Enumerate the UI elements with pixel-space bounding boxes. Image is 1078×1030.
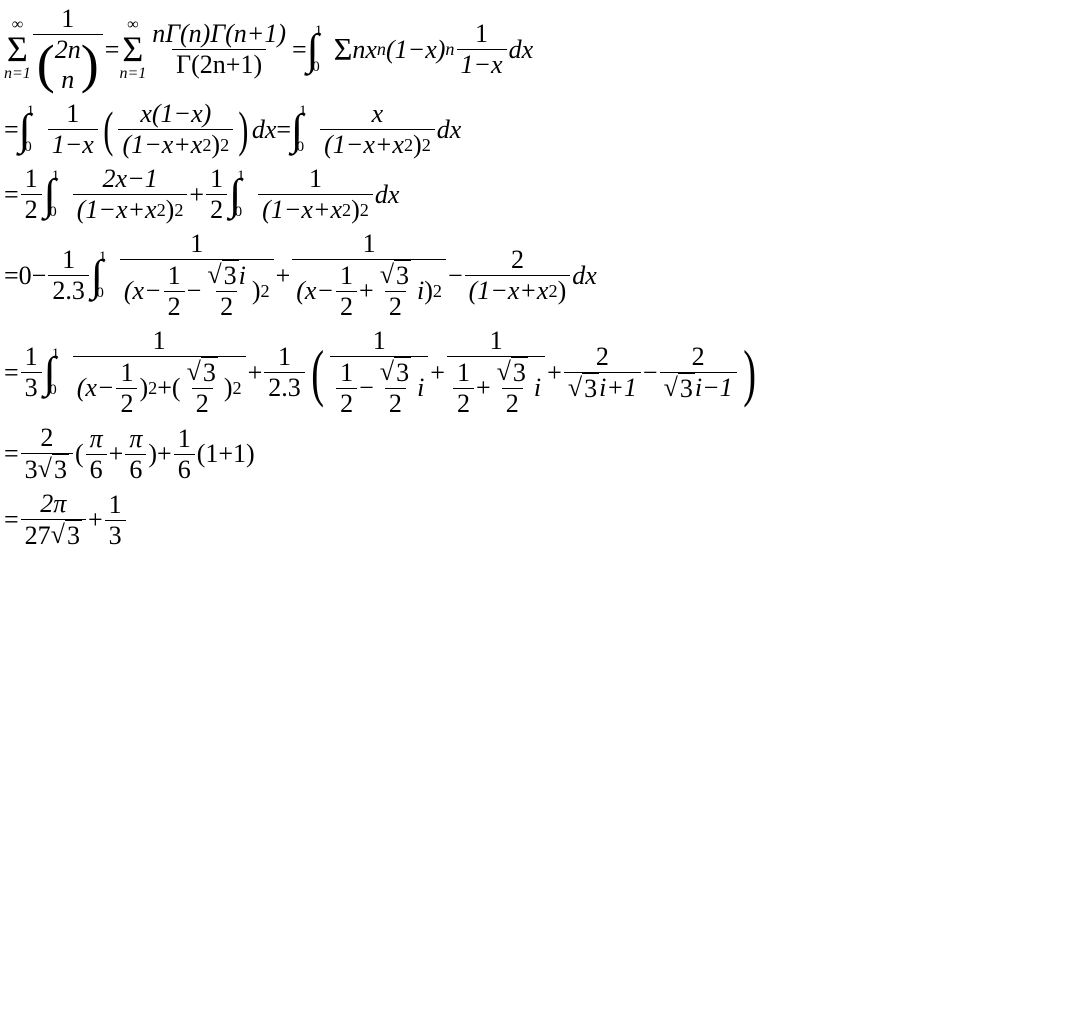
equation-line-7: = 2π 27√3 + 1 3 [0,489,1078,551]
frac-1-over-binom: 1 ( 2n n ) [33,4,103,95]
sum-2: ∞ Σ n=1 [119,17,146,81]
integral-1: ∫ 1 0 [307,32,334,67]
equation-line-5: = 1 3 ∫ 1 0 1 (x− 12 )2 +( √3 2 )2 + 1 2… [0,326,1078,419]
equation-line-6: = 2 3√3 ( π 6 + π 6 )+ 1 6 (1+1) [0,423,1078,485]
sum-1: ∞ Σ n=1 [4,17,31,81]
frac-1-over-1mx: 1 1−x [457,19,507,80]
equation-line-3: = 1 2 ∫ 1 0 2x−1 (1−x+x2)2 + 1 2 ∫ 1 0 1… [0,164,1078,225]
binom-2n-n: ( 2n n ) [37,35,99,95]
integral-2b: ∫ 1 0 [291,112,318,147]
equation-line-1: ∞ Σ n=1 1 ( 2n n ) = ∞ Σ n=1 nΓ(n)Γ(n+1)… [0,4,1078,95]
equation-line-2: = ∫ 1 0 1 1−x ( x(1−x) (1−x+x2)2 ) dx = … [0,99,1078,160]
integral-2a: ∫ 1 0 [19,112,46,147]
equation-line-4: =0− 1 2.3 ∫ 1 0 1 (x− 12 − √3i 2 )2 + 1 … [0,229,1078,322]
gamma-frac: nΓ(n)Γ(n+1) Γ(2n+1) [148,19,290,80]
